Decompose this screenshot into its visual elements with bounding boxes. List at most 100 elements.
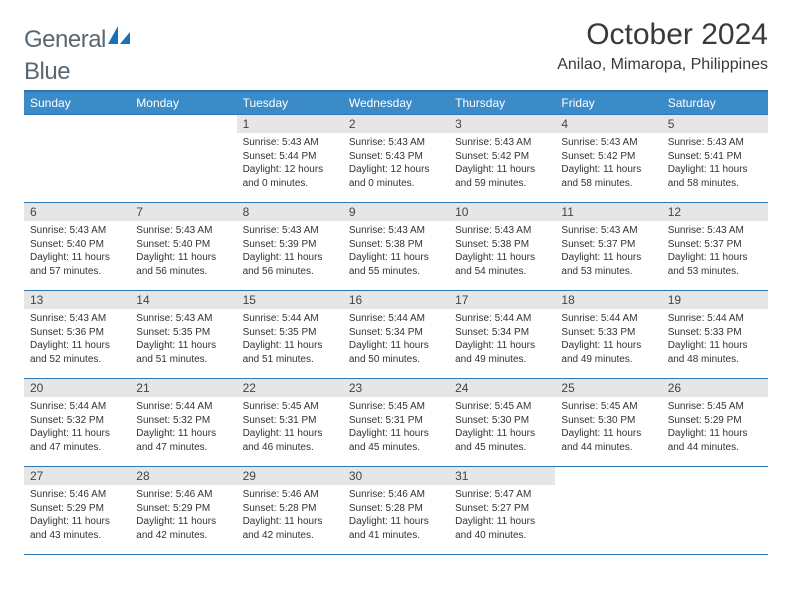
sunset-line: Sunset: 5:29 PM [136,502,230,516]
calendar-day-cell: 14Sunrise: 5:43 AMSunset: 5:35 PMDayligh… [130,291,236,379]
day-details: Sunrise: 5:43 AMSunset: 5:37 PMDaylight:… [662,221,768,282]
calendar-empty-cell [555,467,661,555]
sunrise-line: Sunrise: 5:44 AM [561,312,655,326]
day-details: Sunrise: 5:43 AMSunset: 5:41 PMDaylight:… [662,133,768,194]
day-details: Sunrise: 5:45 AMSunset: 5:29 PMDaylight:… [662,397,768,458]
sunset-line: Sunset: 5:30 PM [561,414,655,428]
day-details: Sunrise: 5:44 AMSunset: 5:34 PMDaylight:… [449,309,555,370]
sunrise-line: Sunrise: 5:45 AM [455,400,549,414]
day-number: 23 [343,379,449,397]
calendar-empty-cell [662,467,768,555]
sunset-line: Sunset: 5:29 PM [30,502,124,516]
day-details: Sunrise: 5:46 AMSunset: 5:28 PMDaylight:… [343,485,449,546]
daylight-line: Daylight: 11 hours and 44 minutes. [561,427,655,454]
calendar-day-cell: 24Sunrise: 5:45 AMSunset: 5:30 PMDayligh… [449,379,555,467]
sunrise-line: Sunrise: 5:45 AM [349,400,443,414]
sunset-line: Sunset: 5:37 PM [668,238,762,252]
daylight-line: Daylight: 11 hours and 59 minutes. [455,163,549,190]
sunset-line: Sunset: 5:32 PM [136,414,230,428]
calendar-day-cell: 15Sunrise: 5:44 AMSunset: 5:35 PMDayligh… [237,291,343,379]
sunset-line: Sunset: 5:29 PM [668,414,762,428]
day-details: Sunrise: 5:43 AMSunset: 5:40 PMDaylight:… [130,221,236,282]
day-number: 11 [555,203,661,221]
calendar-empty-cell [130,115,236,203]
sunset-line: Sunset: 5:42 PM [455,150,549,164]
sunrise-line: Sunrise: 5:43 AM [561,224,655,238]
sunset-line: Sunset: 5:28 PM [349,502,443,516]
day-number: 6 [24,203,130,221]
month-title: October 2024 [557,18,768,52]
sunrise-line: Sunrise: 5:43 AM [30,224,124,238]
daylight-line: Daylight: 11 hours and 53 minutes. [668,251,762,278]
day-number: 24 [449,379,555,397]
day-header: Friday [555,91,661,115]
calendar-day-cell: 13Sunrise: 5:43 AMSunset: 5:36 PMDayligh… [24,291,130,379]
sunrise-line: Sunrise: 5:43 AM [243,136,337,150]
sail-icon [108,26,134,51]
day-details: Sunrise: 5:43 AMSunset: 5:35 PMDaylight:… [130,309,236,370]
sunrise-line: Sunrise: 5:44 AM [349,312,443,326]
day-details: Sunrise: 5:46 AMSunset: 5:29 PMDaylight:… [24,485,130,546]
calendar-day-cell: 12Sunrise: 5:43 AMSunset: 5:37 PMDayligh… [662,203,768,291]
calendar-day-cell: 2Sunrise: 5:43 AMSunset: 5:43 PMDaylight… [343,115,449,203]
calendar-day-cell: 31Sunrise: 5:47 AMSunset: 5:27 PMDayligh… [449,467,555,555]
daylight-line: Daylight: 11 hours and 47 minutes. [136,427,230,454]
day-number: 18 [555,291,661,309]
daylight-line: Daylight: 11 hours and 40 minutes. [455,515,549,542]
day-number: 27 [24,467,130,485]
day-header: Thursday [449,91,555,115]
calendar-day-cell: 3Sunrise: 5:43 AMSunset: 5:42 PMDaylight… [449,115,555,203]
day-details: Sunrise: 5:44 AMSunset: 5:33 PMDaylight:… [555,309,661,370]
day-details: Sunrise: 5:44 AMSunset: 5:35 PMDaylight:… [237,309,343,370]
calendar-day-cell: 1Sunrise: 5:43 AMSunset: 5:44 PMDaylight… [237,115,343,203]
daylight-line: Daylight: 11 hours and 52 minutes. [30,339,124,366]
day-details: Sunrise: 5:44 AMSunset: 5:32 PMDaylight:… [130,397,236,458]
day-details: Sunrise: 5:43 AMSunset: 5:44 PMDaylight:… [237,133,343,194]
day-details: Sunrise: 5:47 AMSunset: 5:27 PMDaylight:… [449,485,555,546]
day-number: 28 [130,467,236,485]
calendar-day-cell: 16Sunrise: 5:44 AMSunset: 5:34 PMDayligh… [343,291,449,379]
day-details: Sunrise: 5:45 AMSunset: 5:30 PMDaylight:… [449,397,555,458]
calendar-week-row: 13Sunrise: 5:43 AMSunset: 5:36 PMDayligh… [24,291,768,379]
calendar-day-cell: 29Sunrise: 5:46 AMSunset: 5:28 PMDayligh… [237,467,343,555]
calendar-day-cell: 10Sunrise: 5:43 AMSunset: 5:38 PMDayligh… [449,203,555,291]
day-number: 22 [237,379,343,397]
day-details: Sunrise: 5:43 AMSunset: 5:36 PMDaylight:… [24,309,130,370]
day-number: 25 [555,379,661,397]
day-number: 15 [237,291,343,309]
sunrise-line: Sunrise: 5:44 AM [668,312,762,326]
day-header: Monday [130,91,236,115]
sunset-line: Sunset: 5:34 PM [349,326,443,340]
daylight-line: Daylight: 11 hours and 49 minutes. [455,339,549,366]
daylight-line: Daylight: 12 hours and 0 minutes. [243,163,337,190]
daylight-line: Daylight: 11 hours and 42 minutes. [136,515,230,542]
daylight-line: Daylight: 11 hours and 58 minutes. [668,163,762,190]
logo-text-blue: Blue [24,58,70,85]
daylight-line: Daylight: 11 hours and 55 minutes. [349,251,443,278]
sunrise-line: Sunrise: 5:43 AM [349,136,443,150]
sunset-line: Sunset: 5:32 PM [30,414,124,428]
calendar-day-cell: 25 Sunrise: 5:45 AMSunset: 5:30 PMDayligh… [555,379,661,467]
sunrise-line: Sunrise: 5:43 AM [30,312,124,326]
day-number: 12 [662,203,768,221]
sunrise-line: Sunrise: 5:44 AM [136,400,230,414]
day-number: 29 [237,467,343,485]
calendar-day-cell: 26Sunrise: 5:45 AMSunset: 5:29 PMDayligh… [662,379,768,467]
sunset-line: Sunset: 5:31 PM [349,414,443,428]
day-details: Sunrise: 5:43 AMSunset: 5:42 PMDaylight:… [449,133,555,194]
sunrise-line: Sunrise: 5:43 AM [349,224,443,238]
day-header: Saturday [662,91,768,115]
sunrise-line: Sunrise: 5:45 AM [561,400,655,414]
sunset-line: Sunset: 5:42 PM [561,150,655,164]
sunset-line: Sunset: 5:33 PM [668,326,762,340]
daylight-line: Daylight: 11 hours and 42 minutes. [243,515,337,542]
calendar-day-cell: 5Sunrise: 5:43 AMSunset: 5:41 PMDaylight… [662,115,768,203]
daylight-line: Daylight: 11 hours and 48 minutes. [668,339,762,366]
daylight-line: Daylight: 11 hours and 56 minutes. [136,251,230,278]
calendar-week-row: 1Sunrise: 5:43 AMSunset: 5:44 PMDaylight… [24,115,768,203]
calendar-day-cell: 22Sunrise: 5:45 AMSunset: 5:31 PMDayligh… [237,379,343,467]
calendar-day-cell: 28Sunrise: 5:46 AMSunset: 5:29 PMDayligh… [130,467,236,555]
sunset-line: Sunset: 5:27 PM [455,502,549,516]
daylight-line: Daylight: 11 hours and 47 minutes. [30,427,124,454]
calendar-day-cell: 4Sunrise: 5:43 AMSunset: 5:42 PMDaylight… [555,115,661,203]
